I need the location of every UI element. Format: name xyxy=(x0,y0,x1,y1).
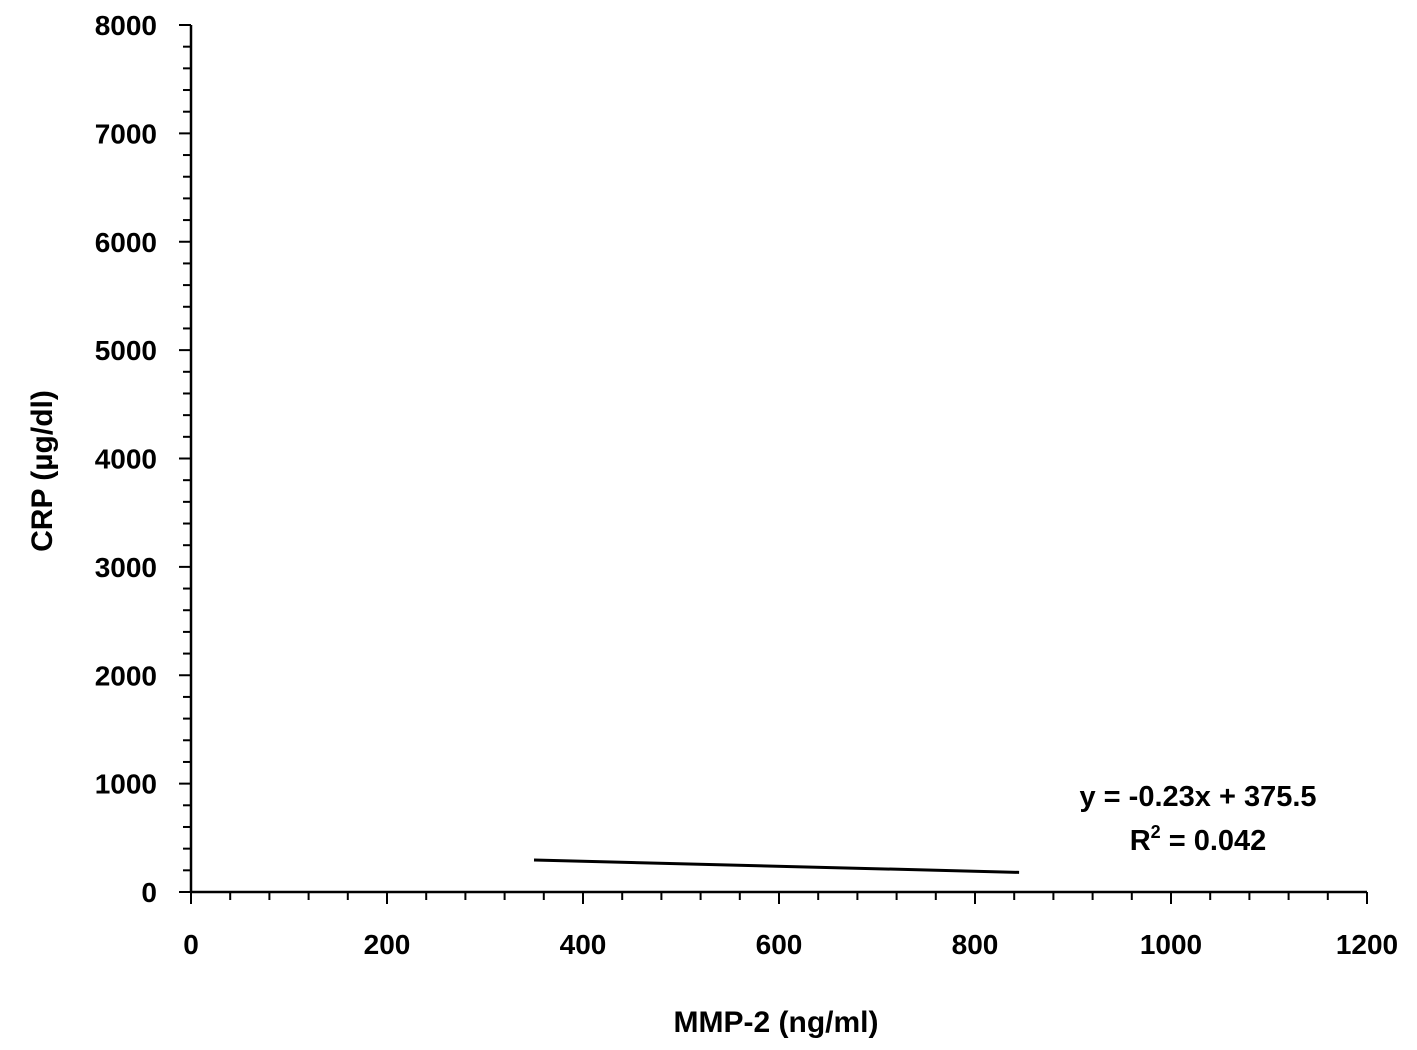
y-tick-label: 6000 xyxy=(95,227,157,258)
x-tick-label: 800 xyxy=(952,929,999,960)
x-tick-label: 1200 xyxy=(1336,929,1398,960)
trendline xyxy=(533,858,1020,874)
y-tick-label: 0 xyxy=(141,877,157,908)
r-squared-value: = 0.042 xyxy=(1161,825,1267,857)
y-axis-ticks: 0 1000 2000 3000 4000 5000 6000 7000 8000 xyxy=(95,10,191,908)
x-axis-ticks: 0 200 400 600 800 1000 1200 xyxy=(183,892,1398,960)
y-tick-label: 4000 xyxy=(95,444,157,475)
x-tick-label: 600 xyxy=(756,929,803,960)
r-squared-superscript: 2 xyxy=(1151,822,1161,842)
x-tick-label: 1000 xyxy=(1140,929,1202,960)
axes xyxy=(189,25,1367,894)
plot-area xyxy=(533,858,1020,874)
y-tick-label: 1000 xyxy=(95,769,157,800)
x-axis-title: MMP-2 (ng/ml) xyxy=(674,1006,879,1039)
x-tick-label: 400 xyxy=(560,929,607,960)
x-tick-label: 200 xyxy=(364,929,411,960)
x-tick-label: 0 xyxy=(183,929,199,960)
y-tick-label: 3000 xyxy=(95,552,157,583)
trendline-equation: y = -0.23x + 375.5 xyxy=(1079,781,1316,813)
y-tick-label: 5000 xyxy=(95,335,157,366)
y-tick-label: 2000 xyxy=(95,660,157,691)
y-axis-title: CRP (µg/dl) xyxy=(26,390,59,552)
r-squared-annotation: R2 = 0.042 xyxy=(1130,822,1267,857)
y-tick-label: 8000 xyxy=(95,10,157,41)
y-tick-label: 7000 xyxy=(95,118,157,149)
